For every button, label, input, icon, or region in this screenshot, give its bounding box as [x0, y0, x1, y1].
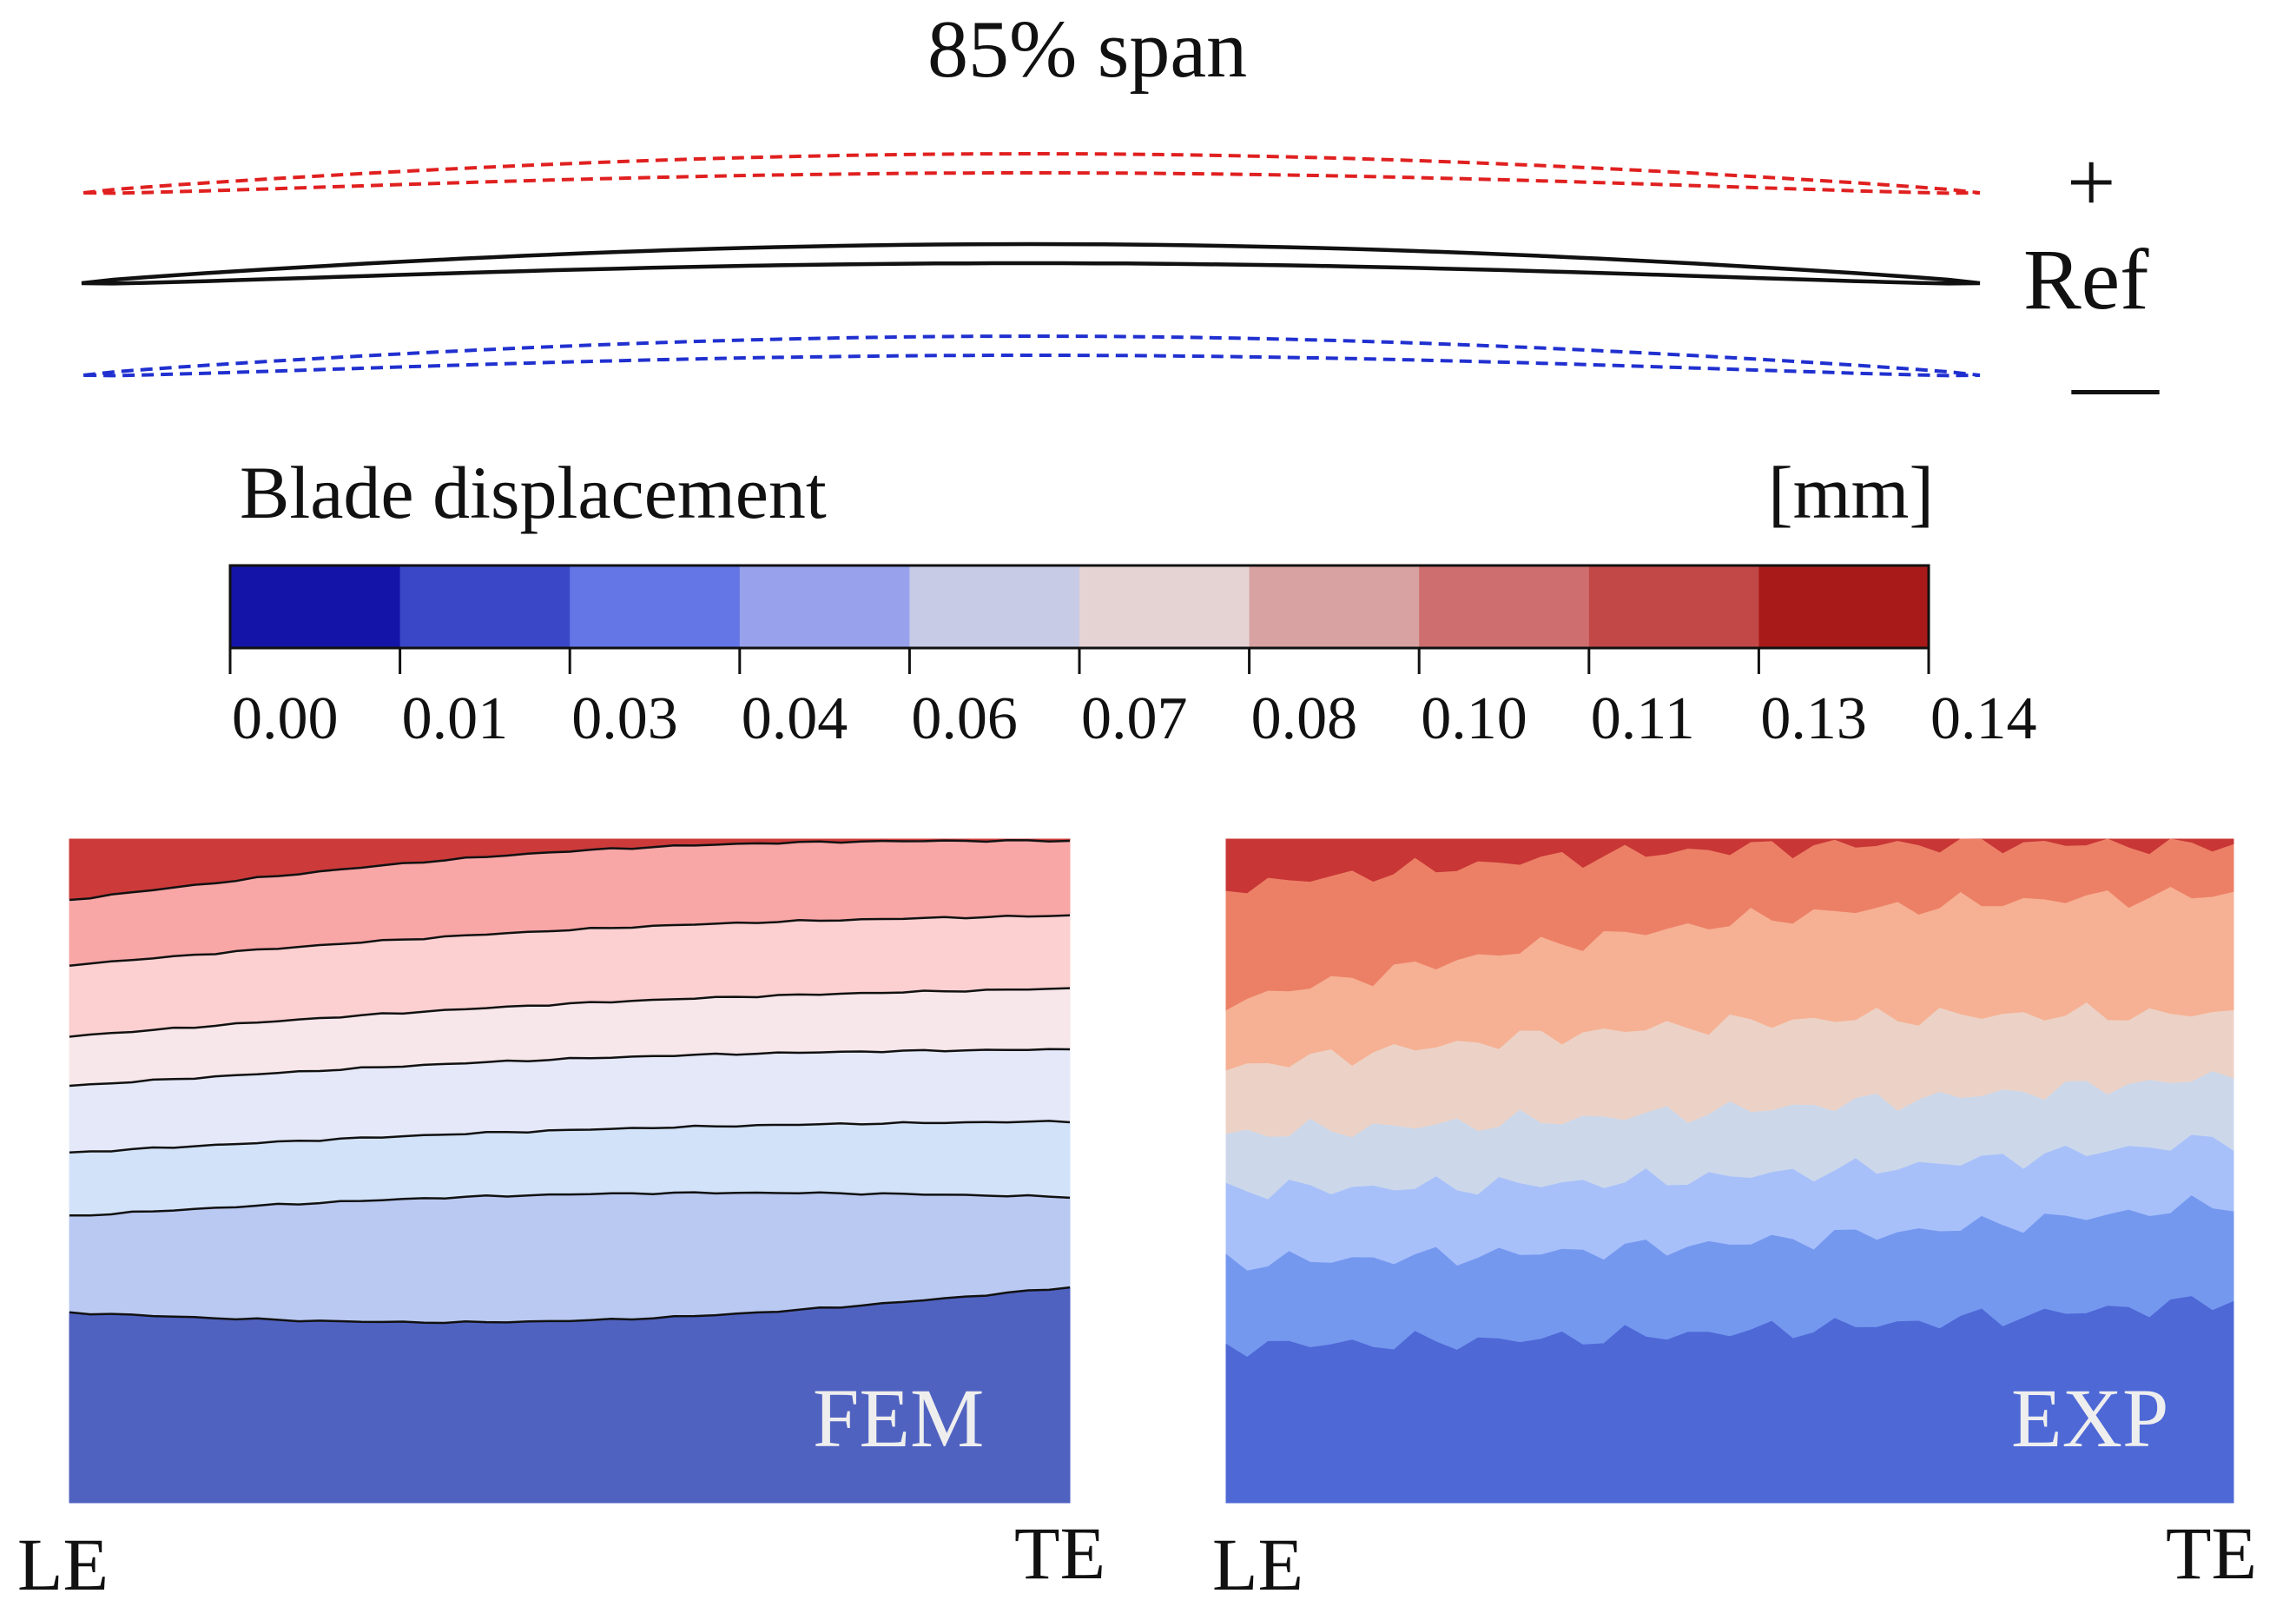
contour-line	[69, 1286, 1071, 1325]
contour-line	[69, 1120, 1071, 1154]
contour-band	[1225, 1296, 2234, 1504]
fem-panel-label: FEM	[813, 1372, 985, 1465]
colorbar-tick-label: 0.03	[571, 685, 678, 752]
colorbar	[228, 564, 1930, 674]
colorbar-segment	[1588, 565, 1759, 648]
minus-label: —	[2072, 335, 2159, 432]
colorbar-tick-label: 0.01	[401, 685, 509, 752]
colorbar-segment	[909, 565, 1080, 648]
profile-minus	[82, 334, 1981, 378]
colorbar-segment	[399, 565, 571, 648]
colorbar-segment	[739, 565, 910, 648]
colorbar-segment	[1419, 565, 1590, 648]
colorbar-tick-label: 0.06	[911, 685, 1018, 752]
fem-contour-panel	[69, 838, 1071, 1504]
profile-reference	[81, 241, 1981, 286]
colorbar-tick-label: 0.10	[1421, 685, 1527, 752]
colorbar-tick-label: 0.11	[1590, 685, 1695, 752]
colorbar-title: Blade displacement	[240, 451, 827, 534]
colorbar-segment	[570, 565, 741, 648]
contour-line	[69, 1191, 1071, 1217]
figure-title: 85% span	[927, 4, 1248, 95]
blade-profiles	[81, 151, 1981, 378]
colorbar-tick-label: 0.14	[1930, 685, 2037, 752]
exp-panel-label: EXP	[2011, 1372, 2169, 1465]
contour-line	[69, 914, 1071, 968]
profile-plus	[82, 151, 1981, 195]
colorbar-segment	[1079, 565, 1250, 648]
fem-leading-edge-label: LE	[17, 1523, 109, 1606]
colorbar-unit: [mm]	[1768, 451, 1935, 534]
colorbar-tick-label: 0.00	[232, 685, 339, 752]
contour-line	[69, 1048, 1071, 1088]
contour-line	[69, 987, 1071, 1038]
reference-label: Ref	[2023, 231, 2149, 327]
exp-contour-panel	[1225, 838, 2234, 1504]
colorbar-segment	[1758, 565, 1930, 648]
colorbar-tick-label: 0.04	[741, 685, 848, 752]
exp-trailing-edge-label: TE	[2166, 1511, 2258, 1595]
colorbar-segment	[230, 565, 401, 648]
plus-label: +	[2067, 134, 2116, 230]
colorbar-segment	[1249, 565, 1420, 648]
contour-line	[69, 838, 1071, 902]
fem-trailing-edge-label: TE	[1014, 1511, 1106, 1595]
exp-leading-edge-label: LE	[1212, 1523, 1304, 1606]
colorbar-tick-label: 0.13	[1760, 685, 1867, 752]
colorbar-tick-label: 0.07	[1081, 685, 1188, 752]
colorbar-tick-label: 0.08	[1250, 685, 1358, 752]
